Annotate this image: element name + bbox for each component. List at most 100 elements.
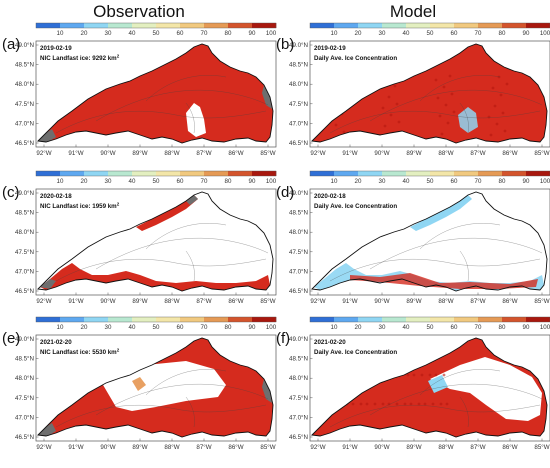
colorbar-tick-label: 50	[153, 178, 160, 185]
colorbar-tick-label: 100	[266, 178, 277, 185]
lon-tick-label: 92°W	[310, 150, 325, 157]
colorbar-swatch	[252, 317, 277, 322]
colorbar-swatch	[334, 317, 359, 322]
colorbar-tick-label: 20	[81, 30, 88, 37]
colorbar-swatch	[228, 23, 253, 28]
lat-tick-label: 48.5°N	[15, 62, 34, 69]
contour-line	[329, 404, 541, 428]
ice-texture-dot	[387, 95, 391, 99]
ice-texture-dot	[428, 373, 432, 377]
colorbar-tick-label: 70	[201, 178, 208, 185]
colorbar-frame	[35, 316, 277, 323]
contour-line	[55, 110, 267, 134]
panel-note: NIC Landfast ice: 9292 km2	[40, 54, 120, 63]
lon-tick-label: 88°W	[164, 298, 179, 305]
colorbar-swatch	[526, 171, 550, 176]
ice-texture-dot	[383, 124, 387, 128]
colorbar-tick-label: 30	[379, 324, 386, 331]
colorbar-tick-label: 20	[355, 30, 362, 37]
ice-texture-dot	[387, 402, 391, 406]
colorbar-tick-label: 70	[475, 324, 482, 331]
colorbar-tick-label: 20	[81, 178, 88, 185]
colorbar-swatch	[180, 171, 205, 176]
colorbar-swatch	[454, 317, 479, 322]
colorbar-swatch	[478, 23, 503, 28]
contour-line	[55, 258, 267, 282]
colorbar-swatch	[478, 171, 503, 176]
colorbar-tick-label: 100	[266, 324, 277, 331]
landfast-ice-patch	[38, 129, 56, 142]
panel-date: 2020-02-18	[40, 193, 72, 200]
contour-line	[419, 223, 501, 250]
ice-texture-dot	[495, 122, 499, 126]
colorbar-swatch	[204, 171, 229, 176]
colorbar-swatch	[430, 317, 455, 322]
colorbar: 10 20 30 40 50 60 70 80 90 100	[309, 22, 550, 37]
colorbar-tick-label: 20	[355, 178, 362, 185]
contour-line	[459, 396, 469, 428]
ice-texture-dot	[431, 402, 435, 406]
colorbar-swatch	[180, 23, 205, 28]
colorbar-swatch	[526, 317, 550, 322]
panel-note: Daily Ave. Ice Concentration	[314, 55, 397, 62]
colorbar-tick-label: 60	[451, 178, 458, 185]
colorbar-swatch	[252, 171, 277, 176]
colorbar-swatch	[132, 317, 157, 322]
contour-line	[185, 102, 195, 134]
contour-line	[419, 369, 501, 396]
colorbar-tick-label: 10	[57, 30, 64, 37]
colorbar-swatch	[358, 317, 383, 322]
ice-texture-dot	[438, 114, 442, 118]
lat-tick-label: 47.5°N	[15, 249, 34, 256]
colorbar-swatch	[454, 171, 479, 176]
map-panel: (d) 10 20 30 40 50 60 70 80 90 100 2020-02-18 Daily …	[276, 170, 550, 305]
ice-texture-dot	[442, 373, 446, 377]
ice-texture-dot	[420, 373, 424, 377]
panel-note: Daily Ave. Ice Concentration	[314, 203, 397, 210]
lat-tick-label: 46.5°N	[15, 140, 34, 147]
colorbar-tick-label: 60	[177, 324, 184, 331]
lat-tick-label: 49.0°N	[15, 190, 34, 197]
ice-texture-dot	[501, 111, 505, 115]
lon-tick-label: 85°W	[260, 298, 275, 305]
ice-texture-dot	[381, 402, 385, 406]
colorbar-swatch	[108, 23, 133, 28]
lat-tick-label: 46.5°N	[289, 434, 308, 441]
landfast-ice-patch	[262, 379, 272, 403]
lon-tick-label: 92°W	[310, 444, 325, 451]
colorbar-tick-label: 80	[499, 30, 506, 37]
lon-tick-label: 91°W	[342, 150, 357, 157]
lon-tick-label: 92°W	[36, 150, 51, 157]
colorbar-tick-label: 30	[105, 324, 112, 331]
panel-letter: (d)	[276, 184, 294, 201]
colorbar-swatch	[156, 171, 181, 176]
lon-tick-label: 90°W	[374, 150, 389, 157]
panel-note-text: Daily Ave. Ice Concentration	[314, 55, 397, 62]
colorbar-tick-label: 70	[201, 324, 208, 331]
colorbar-swatch	[60, 23, 85, 28]
colorbar: 10 20 30 40 50 60 70 80 90 100	[309, 170, 550, 185]
colorbar-tick-label: 80	[499, 324, 506, 331]
colorbar-swatch	[526, 23, 550, 28]
colorbar-tick-label: 70	[475, 178, 482, 185]
lon-tick-label: 89°W	[132, 150, 147, 157]
panel-letter: (a)	[2, 36, 20, 53]
colorbar: 10 20 30 40 50 60 70 80 90 100	[309, 316, 550, 331]
lon-tick-label: 88°W	[438, 444, 453, 451]
lat-tick-label: 47.0°N	[15, 120, 34, 127]
ice-texture-dot	[448, 74, 452, 78]
lon-tick-label: 87°W	[196, 298, 211, 305]
ice-texture-dot	[491, 86, 495, 90]
contour-line	[329, 110, 541, 134]
lon-tick-label: 90°W	[100, 150, 115, 157]
ice-texture-dot	[434, 373, 438, 377]
lon-tick-label: 85°W	[260, 150, 275, 157]
panel-date: 2019-02-19	[40, 45, 72, 52]
lon-tick-label: 87°W	[196, 150, 211, 157]
colorbar-swatch	[334, 23, 359, 28]
lon-tick-label: 88°W	[438, 298, 453, 305]
colorbar-tick-label: 50	[427, 30, 434, 37]
lon-tick-label: 85°W	[534, 150, 549, 157]
panel-note-text: Daily Ave. Ice Concentration	[314, 349, 397, 356]
lon-tick-label: 92°W	[36, 444, 51, 451]
